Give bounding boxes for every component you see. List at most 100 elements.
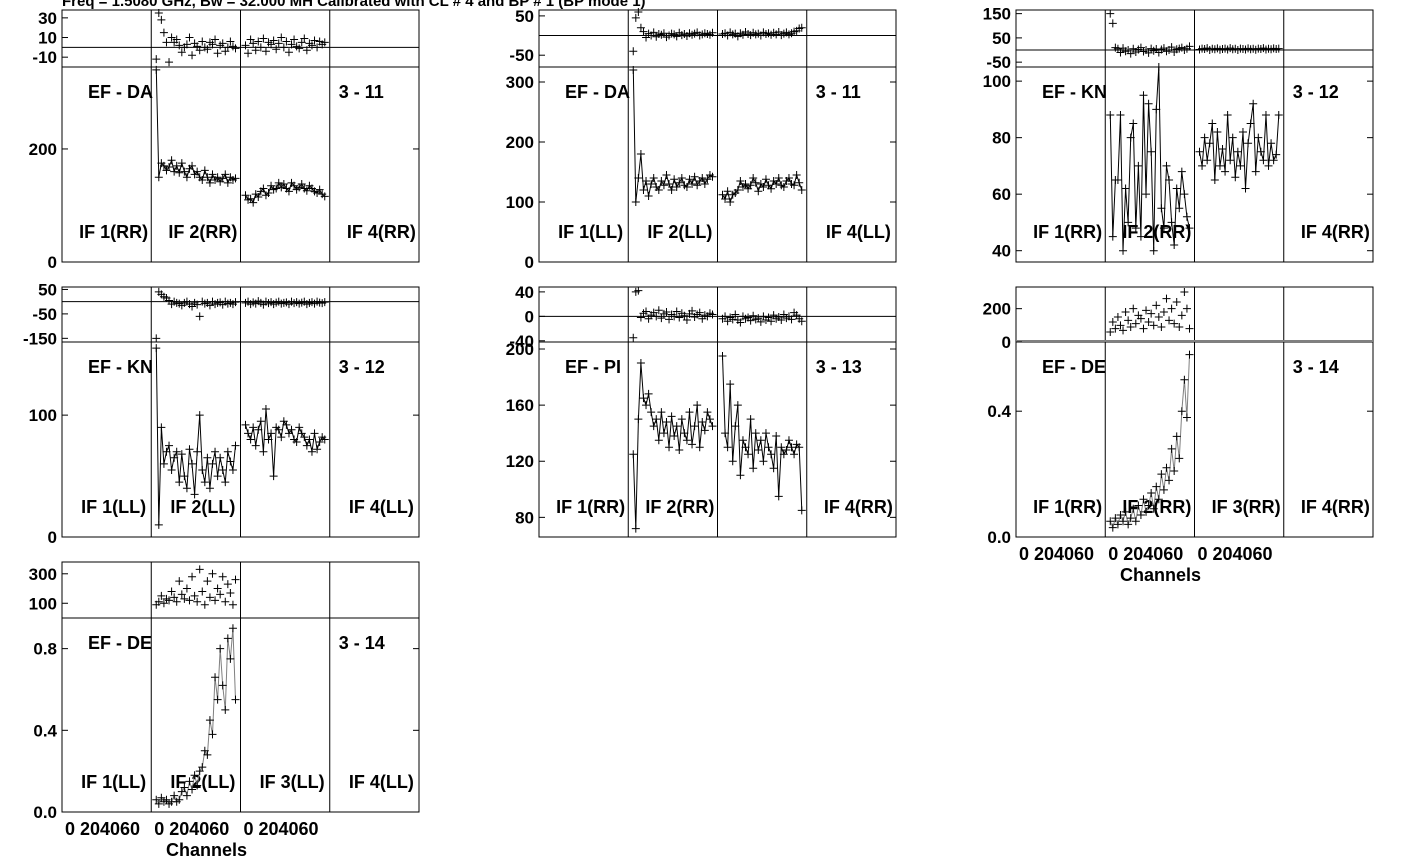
phase-point	[213, 49, 222, 58]
phase-point	[1139, 324, 1148, 333]
amplitude-point	[218, 465, 227, 474]
amplitude-point	[170, 791, 179, 800]
amplitude-point	[1144, 501, 1153, 510]
phase-point	[259, 34, 268, 43]
phase-point	[767, 317, 776, 326]
phase-point	[1119, 326, 1128, 335]
phase-point	[172, 597, 181, 606]
amplitude-point	[241, 420, 250, 429]
amplitude-point	[1177, 407, 1186, 416]
amplitude-point	[667, 412, 676, 421]
if-label: IF 1(RR)	[556, 497, 625, 517]
phase-point	[167, 587, 176, 596]
phase-point	[188, 572, 197, 581]
amplitude-point	[175, 478, 184, 487]
amp-ytick-label: 0	[48, 528, 57, 547]
amplitude-point	[152, 795, 161, 804]
amplitude-point	[1131, 224, 1140, 233]
amplitude-point	[1208, 119, 1217, 128]
amp-ytick-label: 0.4	[33, 721, 57, 740]
amplitude-point	[1159, 485, 1168, 494]
phase-point	[200, 600, 209, 609]
phase-ytick-label: -150	[23, 329, 57, 348]
amplitude-point	[1157, 470, 1166, 479]
amplitude-point	[177, 159, 186, 168]
amplitude-point	[1154, 63, 1163, 71]
amplitude-point	[1198, 161, 1207, 170]
phase-ytick-label: 150	[983, 5, 1011, 24]
phase-ytick-label: -40	[509, 332, 534, 351]
amplitude-point	[223, 447, 232, 456]
amplitude-point	[216, 644, 225, 653]
amplitude-point	[1144, 99, 1153, 108]
phase-point	[1167, 43, 1176, 52]
amplitude-point	[154, 173, 163, 182]
baseline-label: EF - KN	[88, 357, 153, 377]
xtick-label: 20	[1034, 544, 1054, 564]
amplitude-point	[784, 174, 793, 182]
amplitude-point	[315, 437, 324, 446]
amplitude-point	[779, 183, 788, 191]
amplitude-point	[251, 441, 260, 450]
amplitude-point	[261, 405, 270, 414]
amplitude-point	[790, 450, 799, 459]
phase-point	[1108, 318, 1117, 326]
xtick-label: 0	[154, 819, 164, 839]
x-axis-label: Channels	[1120, 565, 1201, 585]
amplitude-point	[1113, 176, 1122, 185]
range-label: 3 - 12	[339, 357, 385, 377]
amplitude-point	[1180, 375, 1189, 384]
if-label: IF 4(RR)	[1301, 222, 1370, 242]
phase-point	[203, 577, 212, 586]
amplitude-point	[795, 178, 804, 187]
amplitude-point	[282, 420, 291, 429]
phase-ytick-label: 300	[29, 565, 57, 584]
amp-ytick-label: 0.0	[33, 803, 57, 822]
if-label: IF 2(RR)	[645, 497, 714, 517]
amplitude-point	[1167, 444, 1176, 453]
amplitude-point	[728, 457, 737, 466]
amplitude-point	[721, 429, 730, 438]
chart-panel: 50 -50 300 200 100 0 EF - DA 3 - 11 IF 1(LL) IF 2…	[506, 7, 897, 272]
phase-point	[213, 584, 222, 593]
if-label: IF 4(RR)	[1301, 497, 1370, 517]
amplitude-point	[690, 172, 699, 181]
amplitude-point	[172, 447, 181, 456]
amplitude-point	[1116, 111, 1125, 120]
phase-point	[797, 317, 806, 326]
amplitude-point	[211, 673, 220, 682]
phase-point	[208, 569, 217, 578]
phase-point	[244, 49, 253, 58]
amplitude-point	[182, 484, 191, 493]
amplitude-point	[631, 198, 640, 206]
amp-ytick-label: 100	[506, 193, 534, 212]
phase-point	[629, 333, 638, 342]
phase-ytick-label: 200	[983, 300, 1011, 319]
amplitude-point	[182, 791, 191, 800]
amplitude-point	[1124, 218, 1133, 227]
amplitude-point	[782, 446, 791, 455]
phase-point	[1124, 316, 1133, 325]
amplitude-point	[1142, 507, 1151, 516]
amplitude-point	[254, 425, 263, 434]
phase-ytick-label: 0	[1002, 333, 1011, 352]
phase-point	[631, 13, 640, 22]
amplitude-point	[1261, 111, 1270, 120]
amplitude-point	[254, 193, 263, 201]
amplitude-point	[733, 186, 742, 194]
amplitude-point	[193, 781, 202, 790]
amplitude-point	[180, 472, 189, 481]
xtick-label: 20	[1123, 544, 1143, 564]
amplitude-point	[1147, 147, 1156, 156]
phase-point	[175, 41, 184, 50]
amplitude-point	[305, 435, 314, 444]
amplitude-point	[1126, 514, 1135, 523]
amplitude-point	[313, 445, 322, 454]
amplitude-point	[665, 180, 674, 188]
amp-ytick-label: 0.0	[987, 528, 1011, 547]
amplitude-point	[300, 433, 309, 442]
amplitude-point	[1149, 246, 1158, 255]
amplitude-point	[302, 186, 311, 195]
